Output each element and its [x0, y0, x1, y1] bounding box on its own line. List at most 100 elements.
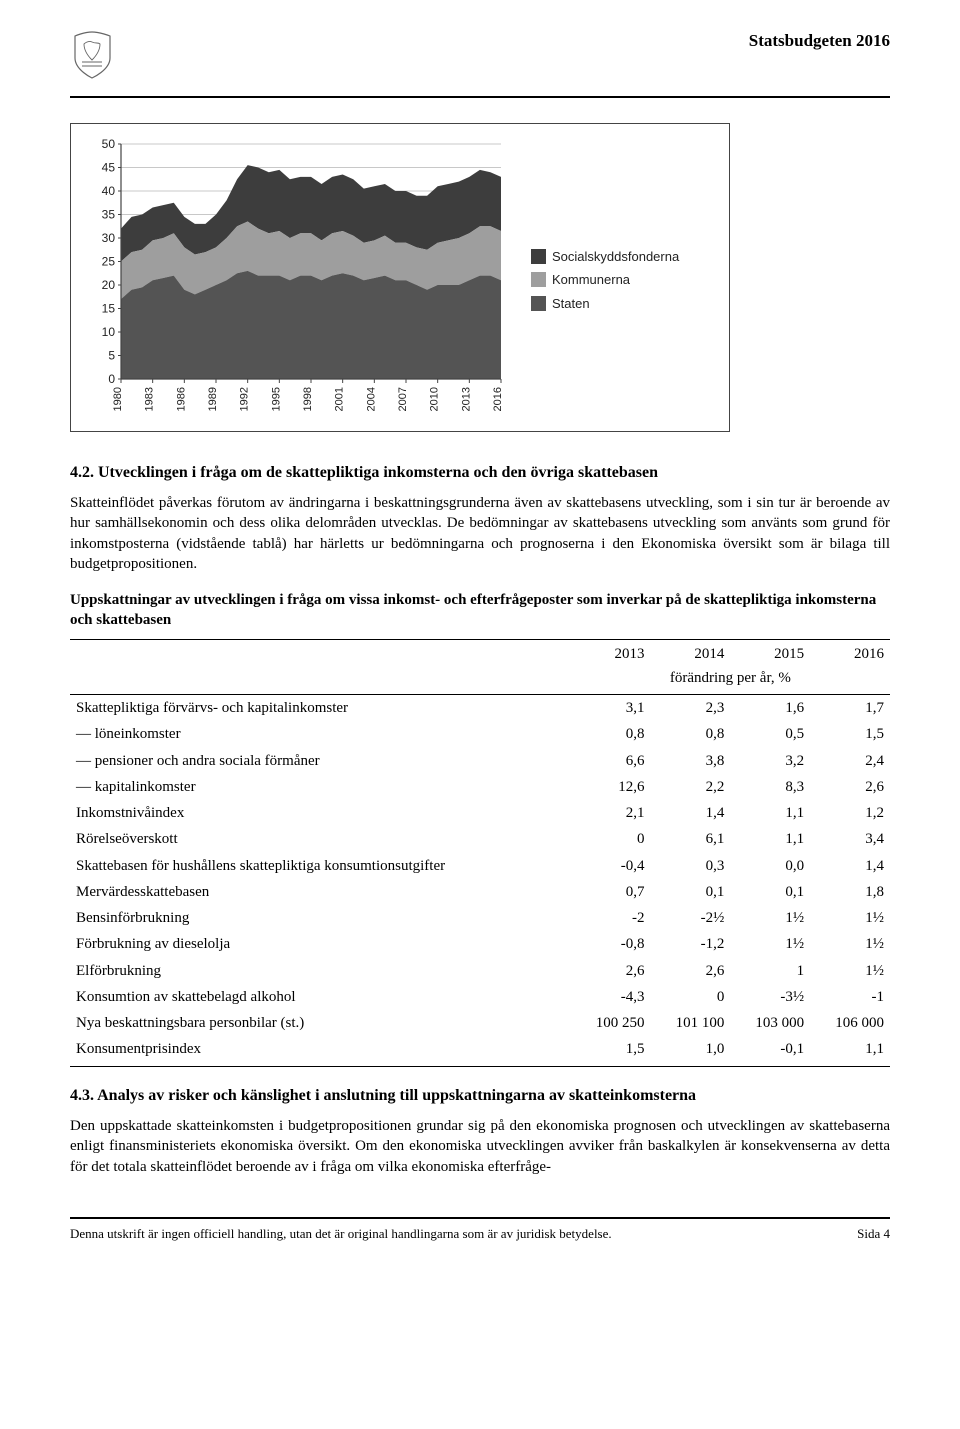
row-value: -1,2 [651, 931, 731, 957]
section-4-3-heading: 4.3. Analys av risker och känslighet i a… [70, 1085, 890, 1107]
svg-text:30: 30 [102, 231, 116, 245]
table-year-col: 2016 [810, 639, 890, 668]
svg-text:50: 50 [102, 137, 116, 151]
row-value: -4,3 [571, 984, 651, 1010]
table-row: Mervärdesskattebasen0,70,10,11,8 [70, 879, 890, 905]
chart-legend: Socialskyddsfonderna Kommunerna Staten [531, 242, 714, 319]
row-value: -2½ [651, 905, 731, 931]
row-label: Nya beskattningsbara personbilar (st.) [70, 1010, 571, 1036]
row-label: — pensioner och andra sociala förmåner [70, 748, 571, 774]
row-value: 0,1 [730, 879, 810, 905]
row-value: 1½ [810, 958, 890, 984]
svg-text:2004: 2004 [365, 387, 377, 411]
row-value: 2,3 [651, 695, 731, 722]
row-value: 6,6 [571, 748, 651, 774]
row-value: 1½ [730, 931, 810, 957]
row-value: 0,8 [651, 721, 731, 747]
row-value: 0,5 [730, 721, 810, 747]
row-value: 1,4 [810, 853, 890, 879]
row-value: 106 000 [810, 1010, 890, 1036]
row-value: 1½ [810, 931, 890, 957]
svg-text:2013: 2013 [460, 387, 472, 411]
table-row: Nya beskattningsbara personbilar (st.)10… [70, 1010, 890, 1036]
row-value: 1,1 [730, 800, 810, 826]
row-value: 2,1 [571, 800, 651, 826]
table-row: Elförbrukning2,62,611½ [70, 958, 890, 984]
table-row: — pensioner och andra sociala förmåner6,… [70, 748, 890, 774]
svg-text:1998: 1998 [302, 387, 314, 411]
row-value: -3½ [730, 984, 810, 1010]
table-row: Förbrukning av dieselolja-0,8-1,21½1½ [70, 931, 890, 957]
svg-text:40: 40 [102, 184, 116, 198]
coat-of-arms-icon [70, 30, 115, 86]
row-value: 1,5 [810, 721, 890, 747]
row-value: 100 250 [571, 1010, 651, 1036]
row-value: 1,1 [730, 826, 810, 852]
row-label: — löneinkomster [70, 721, 571, 747]
legend-label: Kommunerna [552, 271, 630, 289]
legend-label: Staten [552, 295, 590, 313]
row-value: 0,7 [571, 879, 651, 905]
table-row: Skattebasen för hushållens skattepliktig… [70, 853, 890, 879]
svg-text:2016: 2016 [492, 387, 504, 411]
table-row: Konsumtion av skattebelagd alkohol-4,30-… [70, 984, 890, 1010]
stacked-area-chart: 0510152025303540455019801983198619891992… [70, 123, 730, 431]
row-value: 0,0 [730, 853, 810, 879]
row-value: -1 [810, 984, 890, 1010]
row-value: 3,2 [730, 748, 810, 774]
svg-text:25: 25 [102, 255, 116, 269]
svg-text:20: 20 [102, 278, 116, 292]
row-label: Förbrukning av dieselolja [70, 931, 571, 957]
svg-text:1986: 1986 [175, 387, 187, 411]
row-label: Mervärdesskattebasen [70, 879, 571, 905]
row-label: Elförbrukning [70, 958, 571, 984]
row-value: 1,0 [651, 1036, 731, 1066]
table-row: — löneinkomster0,80,80,51,5 [70, 721, 890, 747]
svg-text:10: 10 [102, 325, 116, 339]
table-row: Bensinförbrukning-2-2½1½1½ [70, 905, 890, 931]
legend-item: Staten [531, 295, 714, 313]
svg-text:1992: 1992 [239, 387, 251, 411]
legend-swatch [531, 249, 546, 264]
row-value: 0 [651, 984, 731, 1010]
row-value: 0 [571, 826, 651, 852]
row-value: 2,6 [571, 958, 651, 984]
svg-text:2007: 2007 [397, 387, 409, 411]
svg-text:1983: 1983 [144, 387, 156, 411]
page-header: Statsbudgeten 2016 [70, 30, 890, 98]
row-label: Konsumtion av skattebelagd alkohol [70, 984, 571, 1010]
row-value: 1,2 [810, 800, 890, 826]
row-label: Skattebasen för hushållens skattepliktig… [70, 853, 571, 879]
row-value: 3,4 [810, 826, 890, 852]
row-value: 2,2 [651, 774, 731, 800]
row-value: 1,4 [651, 800, 731, 826]
row-label: — kapitalinkomster [70, 774, 571, 800]
row-value: 1,8 [810, 879, 890, 905]
row-value: 3,8 [651, 748, 731, 774]
svg-text:1989: 1989 [207, 387, 219, 411]
row-value: 0,8 [571, 721, 651, 747]
svg-text:1980: 1980 [112, 387, 124, 411]
row-label: Skattepliktiga förvärvs- och kapitalinko… [70, 695, 571, 722]
row-value: 2,6 [810, 774, 890, 800]
row-value: 0,1 [651, 879, 731, 905]
row-value: 101 100 [651, 1010, 731, 1036]
row-value: -0,1 [730, 1036, 810, 1066]
svg-text:1995: 1995 [270, 387, 282, 411]
row-label: Inkomstnivåindex [70, 800, 571, 826]
table-row: Konsumentprisindex1,51,0-0,11,1 [70, 1036, 890, 1066]
svg-text:35: 35 [102, 208, 116, 222]
svg-text:5: 5 [108, 349, 115, 363]
row-value: 103 000 [730, 1010, 810, 1036]
row-value: -0,8 [571, 931, 651, 957]
row-value: 1½ [810, 905, 890, 931]
table-row: — kapitalinkomster12,62,28,32,6 [70, 774, 890, 800]
row-label: Konsumentprisindex [70, 1036, 571, 1066]
legend-label: Socialskyddsfonderna [552, 248, 679, 266]
table-year-col: 2014 [651, 639, 731, 668]
svg-text:2010: 2010 [429, 387, 441, 411]
row-value: 2,6 [651, 958, 731, 984]
svg-text:45: 45 [102, 161, 116, 175]
row-value: 1½ [730, 905, 810, 931]
row-value: 1,5 [571, 1036, 651, 1066]
